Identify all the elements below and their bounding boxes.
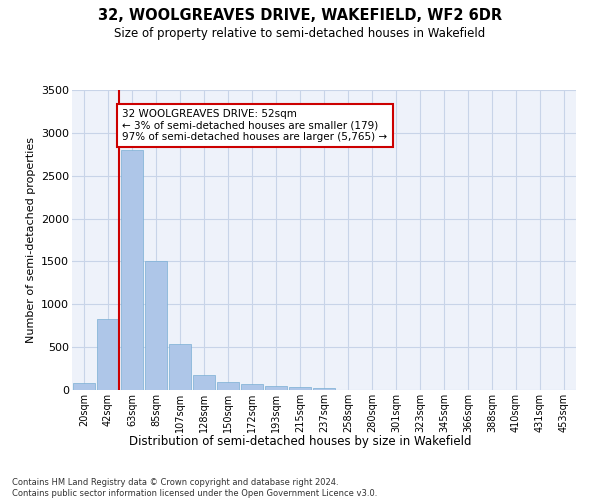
Bar	[121, 150, 143, 390]
Bar	[241, 384, 263, 390]
Bar	[145, 262, 167, 390]
Bar	[169, 344, 191, 390]
Bar	[73, 383, 95, 390]
Y-axis label: Number of semi-detached properties: Number of semi-detached properties	[26, 137, 35, 343]
Bar	[217, 382, 239, 390]
Bar	[193, 376, 215, 390]
Bar	[289, 388, 311, 390]
Text: 32 WOOLGREAVES DRIVE: 52sqm
← 3% of semi-detached houses are smaller (179)
97% o: 32 WOOLGREAVES DRIVE: 52sqm ← 3% of semi…	[122, 109, 388, 142]
Bar	[97, 319, 119, 390]
Text: Size of property relative to semi-detached houses in Wakefield: Size of property relative to semi-detach…	[115, 28, 485, 40]
Bar	[265, 386, 287, 390]
Text: Contains HM Land Registry data © Crown copyright and database right 2024.
Contai: Contains HM Land Registry data © Crown c…	[12, 478, 377, 498]
Text: 32, WOOLGREAVES DRIVE, WAKEFIELD, WF2 6DR: 32, WOOLGREAVES DRIVE, WAKEFIELD, WF2 6D…	[98, 8, 502, 22]
Text: Distribution of semi-detached houses by size in Wakefield: Distribution of semi-detached houses by …	[129, 435, 471, 448]
Bar	[313, 388, 335, 390]
